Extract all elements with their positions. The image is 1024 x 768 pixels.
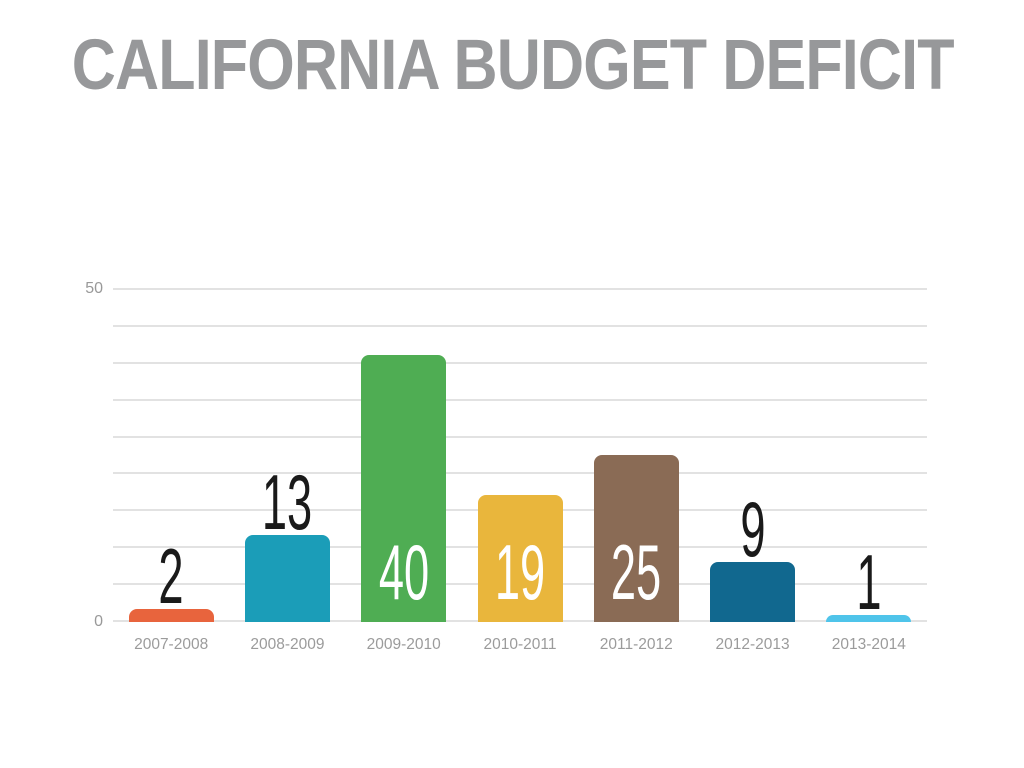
chart-title-text: CALIFORNIA BUDGET DEFICIT xyxy=(71,26,955,105)
bar-2008-2009 xyxy=(244,535,330,622)
y-axis-tick-min: 0 xyxy=(94,613,103,630)
x-axis-label-2010-2011: 2010-2011 xyxy=(483,636,557,653)
bar-2012-2013 xyxy=(710,561,796,622)
x-axis-label-2011-2012: 2011-2012 xyxy=(599,636,673,653)
chart-title: CALIFORNIA BUDGET DEFICIT xyxy=(0,30,1024,101)
gridline xyxy=(113,361,927,364)
gridline xyxy=(113,324,927,327)
plot-area: 2 13 40 19 25 9 1 xyxy=(113,288,927,622)
x-axis-label-2009-2010: 2009-2010 xyxy=(366,636,441,653)
gridline xyxy=(113,398,927,401)
bar-2011-2012 xyxy=(593,455,679,622)
bar-value-label: 2 xyxy=(158,531,184,620)
gridline xyxy=(113,288,927,290)
bar-value-label: 9 xyxy=(739,484,766,573)
x-axis-label-2013-2014: 2013-2014 xyxy=(831,636,906,653)
bar-value-label: 13 xyxy=(262,458,313,547)
gridline xyxy=(113,472,927,475)
x-axis-label-2007-2008: 2007-2008 xyxy=(134,636,209,653)
bar-2013-2014 xyxy=(826,615,912,622)
bar-2009-2010 xyxy=(361,354,447,622)
x-axis-label-2012-2013: 2012-2013 xyxy=(715,636,790,653)
gridline xyxy=(113,435,927,438)
bar-2007-2008 xyxy=(128,608,214,622)
x-axis-label-2008-2009: 2008-2009 xyxy=(250,636,325,653)
y-axis-tick-max: 50 xyxy=(85,280,103,297)
bar-2010-2011 xyxy=(477,495,563,622)
x-axis-labels: 2007-2008 2008-2009 2009-2010 2010-2011 2011… xyxy=(113,636,927,658)
